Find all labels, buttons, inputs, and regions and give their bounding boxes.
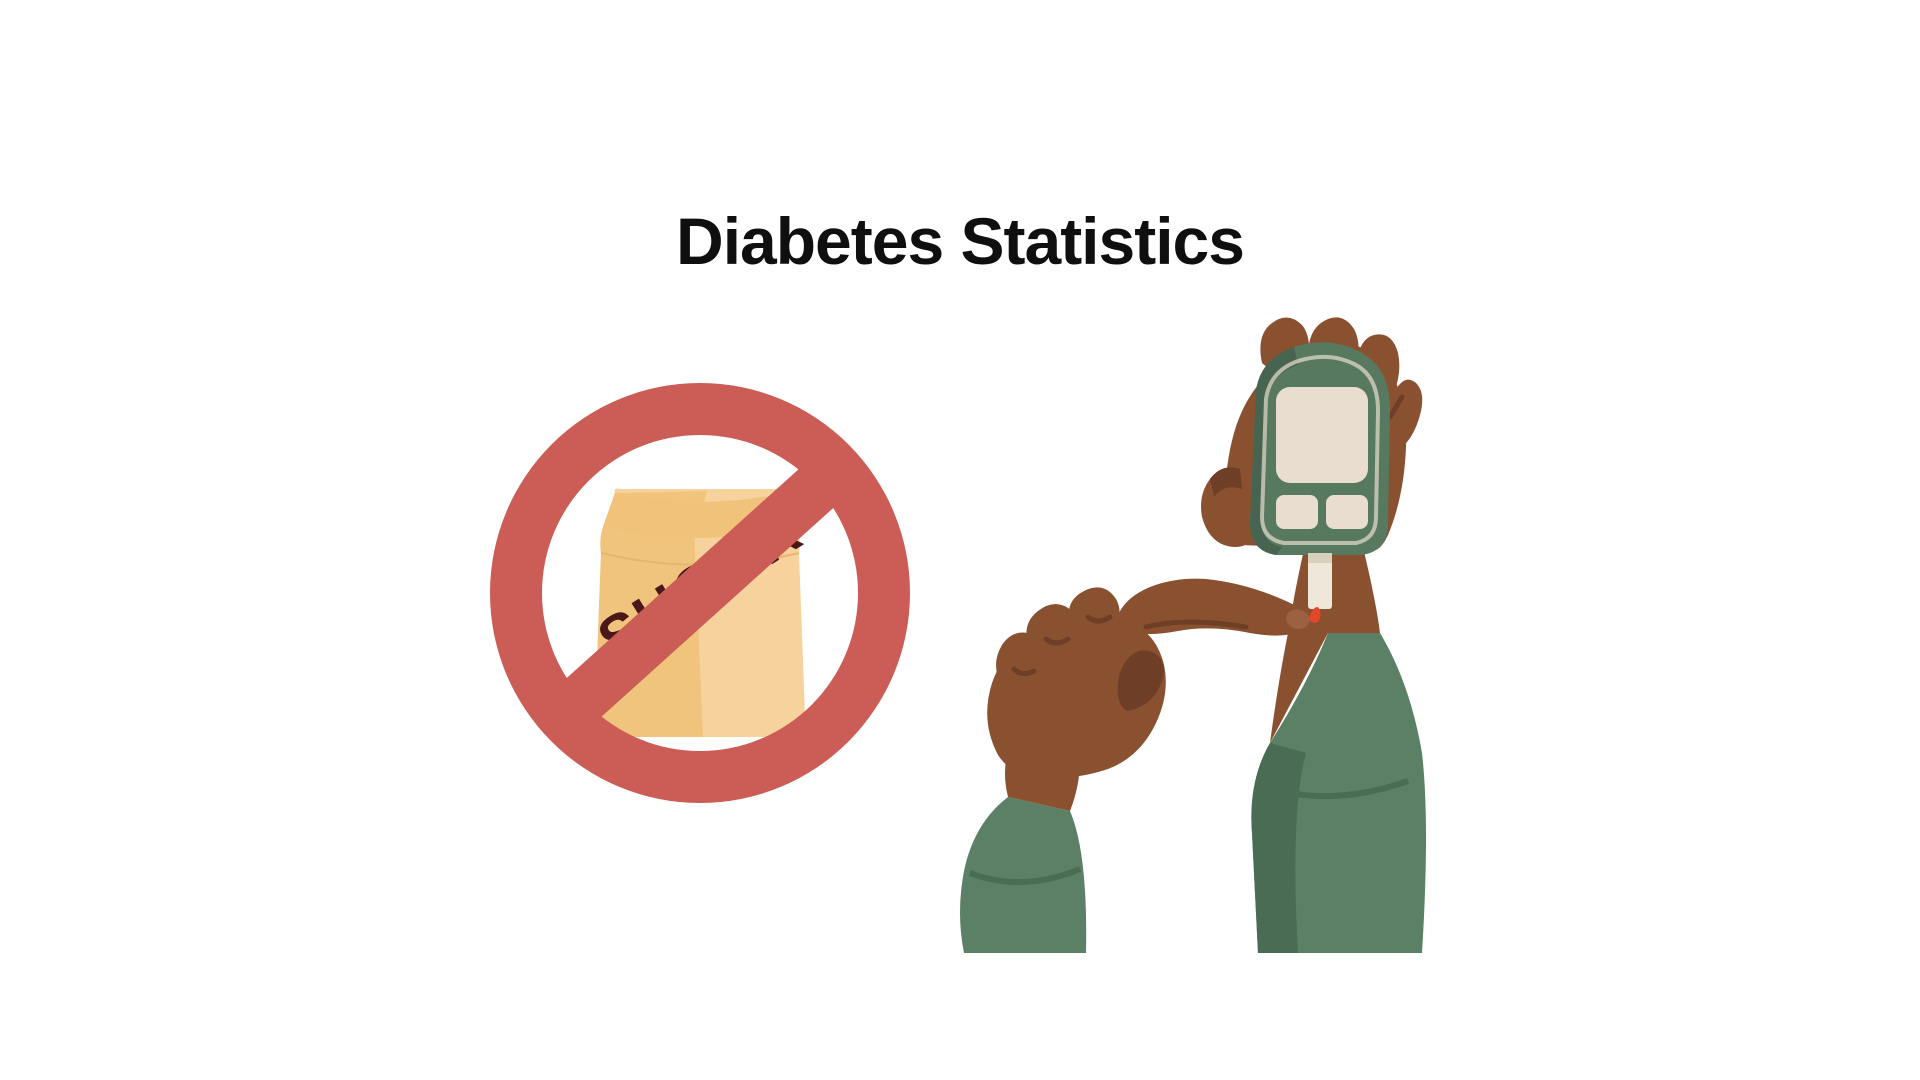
graphics-row: SUGAR bbox=[220, 313, 1700, 953]
glucometer-hands-illustration bbox=[910, 313, 1510, 953]
no-sugar-sign: SUGAR bbox=[490, 383, 910, 803]
glucometer-icon bbox=[1250, 342, 1390, 609]
glucometer-hands-icon bbox=[910, 313, 1510, 953]
page-title: Diabetes Statistics bbox=[220, 203, 1700, 279]
infographic-stage: Diabetes Statistics SUGAR bbox=[220, 123, 1700, 957]
